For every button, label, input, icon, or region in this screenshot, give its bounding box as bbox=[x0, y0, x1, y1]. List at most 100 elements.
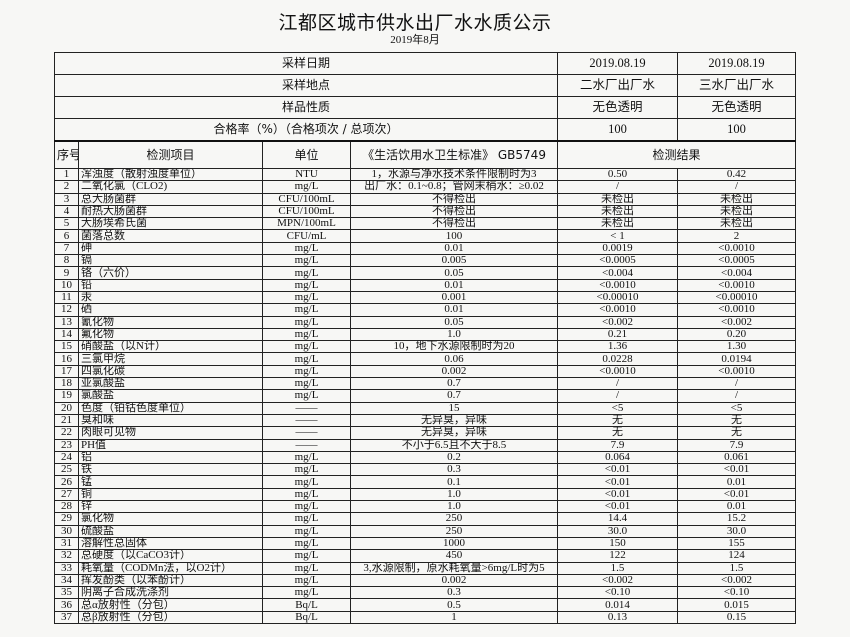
unit: mg/L bbox=[262, 475, 351, 489]
unit: mg/L bbox=[262, 561, 351, 575]
row-number: 30 bbox=[54, 524, 79, 538]
standard-limit: 1000 bbox=[349, 536, 559, 551]
row-number: 26 bbox=[54, 475, 79, 489]
result-plant2: <0.0010 bbox=[557, 364, 679, 379]
table-row: 18 亚氯酸盐 mg/L 0.7// bbox=[54, 377, 797, 391]
summary-label: 合格率（%）（合格项次 / 总项次） bbox=[53, 118, 559, 142]
standard-limit: 0.05 bbox=[349, 266, 559, 280]
result-plant3: 2 bbox=[677, 229, 797, 243]
standard-limit: 0.01 bbox=[349, 241, 559, 256]
standard-limit: 100 bbox=[349, 229, 559, 243]
result-plant2: <0.0005 bbox=[557, 254, 679, 268]
result-plant2: 未检出 bbox=[557, 192, 679, 206]
table-row: 17 四氯化碳 mg/L 0.002 <0.0010 <0.0010 bbox=[54, 364, 797, 379]
table-row: 24 铝 mg/L 0.2 0.064 0.061 bbox=[54, 450, 797, 465]
water-quality-table: 采样日期 2019.08.19 2019.08.19 采样地点 二水厂出厂水 三水厂出厂水… bbox=[53, 52, 797, 624]
standard-limit: 0.005 bbox=[349, 254, 559, 268]
standard-limit: 不得检出 bbox=[349, 217, 559, 231]
result-plant3: 7.9 bbox=[677, 438, 797, 452]
row-number: 31 bbox=[54, 536, 79, 551]
unit: —— bbox=[262, 413, 351, 428]
unit: mg/L bbox=[262, 500, 351, 514]
item-name: 总α放射性（分包） bbox=[78, 598, 263, 612]
result-plant3: <0.10 bbox=[677, 586, 797, 600]
item-name: 四氯化碳 bbox=[78, 364, 263, 379]
result-plant3: 0.20 bbox=[677, 327, 797, 342]
result-plant3: 1.30 bbox=[677, 340, 797, 354]
result-plant2: 30.0 bbox=[557, 524, 679, 538]
item-name: 亚氯酸盐 bbox=[78, 377, 263, 391]
result-plant2: <0.004 bbox=[557, 266, 679, 280]
unit: mg/L bbox=[262, 463, 351, 477]
table-row: 8 镉 mg/L 0.005 <0.0005 <0.0005 bbox=[54, 254, 797, 268]
summary-row: 样品性质 无色透明 无色透明 bbox=[53, 96, 797, 119]
result-plant2: <0.01 bbox=[557, 463, 679, 477]
item-name: 色度（铂钴色度单位） bbox=[78, 401, 263, 415]
result-plant2: <0.10 bbox=[557, 586, 679, 600]
unit: mg/L bbox=[262, 180, 351, 194]
page-title: 江都区城市供水出厂水水质公示 bbox=[278, 12, 552, 34]
item-name: 阴离子合成洗涤剂 bbox=[78, 586, 263, 600]
standard-limit: 3,水源限制，原水耗氧量>6mg/L时为5 bbox=[349, 561, 559, 575]
result-plant3: 1.5 bbox=[677, 561, 797, 575]
item-name: 铝 bbox=[78, 450, 263, 465]
item-name: 菌落总数 bbox=[78, 229, 263, 243]
result-plant3: 155 bbox=[677, 536, 797, 551]
item-name: 锰 bbox=[78, 475, 263, 489]
result-plant3: 未检出 bbox=[677, 204, 797, 219]
item-name: 总β放射性（分包） bbox=[78, 610, 263, 624]
table-row: 9 铬（六价） mg/L 0.05 <0.004 <0.004 bbox=[54, 266, 797, 280]
unit: MPN/100mL bbox=[262, 217, 351, 231]
table-row: 11 汞 mg/L 0.001 <0.00010 <0.00010 bbox=[54, 290, 797, 305]
result-plant2: 0.0228 bbox=[557, 352, 679, 366]
header-standard: 《生活饮用水卫生标准》 GB5749 bbox=[349, 140, 559, 169]
result-plant2: 0.50 bbox=[557, 167, 679, 182]
item-name: 臭和味 bbox=[78, 413, 263, 428]
result-plant3: <0.00010 bbox=[677, 290, 797, 305]
item-name: 总大肠菌群 bbox=[78, 192, 263, 206]
result-plant2: 未检出 bbox=[557, 217, 679, 231]
result-plant3: <0.004 bbox=[677, 266, 797, 280]
item-name: 锌 bbox=[78, 500, 263, 514]
result-plant3: <0.0010 bbox=[677, 278, 797, 292]
result-plant3: 0.061 bbox=[677, 450, 797, 465]
unit: mg/L bbox=[262, 278, 351, 292]
table-row: 29 氯化物 mg/L 250 14.4 15.2 bbox=[54, 512, 797, 526]
result-plant3: / bbox=[677, 180, 797, 194]
result-plant2: 150 bbox=[557, 536, 679, 551]
row-number: 36 bbox=[54, 598, 79, 612]
result-plant2: <0.01 bbox=[557, 500, 679, 514]
result-plant2: <0.002 bbox=[557, 315, 679, 329]
item-name: 肉眼可见物 bbox=[78, 426, 263, 440]
result-plant3: 未检出 bbox=[677, 192, 797, 206]
result-plant3: <0.01 bbox=[677, 463, 797, 477]
unit: mg/L bbox=[262, 303, 351, 317]
table-row: 21 臭和味 —— 无异臭，异味无无 bbox=[54, 413, 797, 428]
row-number: 28 bbox=[54, 500, 79, 514]
standard-limit: 450 bbox=[349, 549, 559, 563]
result-plant2: <0.00010 bbox=[557, 290, 679, 305]
row-number: 5 bbox=[54, 217, 79, 231]
result-plant2: 未检出 bbox=[557, 204, 679, 219]
table-row: 10 铅 mg/L 0.01 <0.0010 <0.0010 bbox=[54, 278, 797, 292]
standard-limit: 0.05 bbox=[349, 315, 559, 329]
header-unit: 单位 bbox=[262, 140, 351, 169]
row-number: 17 bbox=[54, 364, 79, 379]
row-number: 21 bbox=[54, 413, 79, 428]
result-plant2: <0.002 bbox=[557, 573, 679, 588]
result-plant2: <0.01 bbox=[557, 475, 679, 489]
result-plant2: 0.064 bbox=[557, 450, 679, 465]
unit: mg/L bbox=[262, 352, 351, 366]
unit: mg/L bbox=[262, 549, 351, 563]
item-name: 硒 bbox=[78, 303, 263, 317]
row-number: 20 bbox=[54, 401, 79, 415]
result-plant2: 122 bbox=[557, 549, 679, 563]
table-row: 36 总α放射性（分包） Bq/L 0.5 0.014 0.015 bbox=[54, 598, 797, 612]
row-number: 13 bbox=[54, 315, 79, 329]
row-number: 3 bbox=[54, 192, 79, 206]
unit: —— bbox=[262, 426, 351, 440]
result-plant2: <0.0010 bbox=[557, 303, 679, 317]
result-plant2: 0.0019 bbox=[557, 241, 679, 256]
item-name: 氰化物 bbox=[78, 315, 263, 329]
